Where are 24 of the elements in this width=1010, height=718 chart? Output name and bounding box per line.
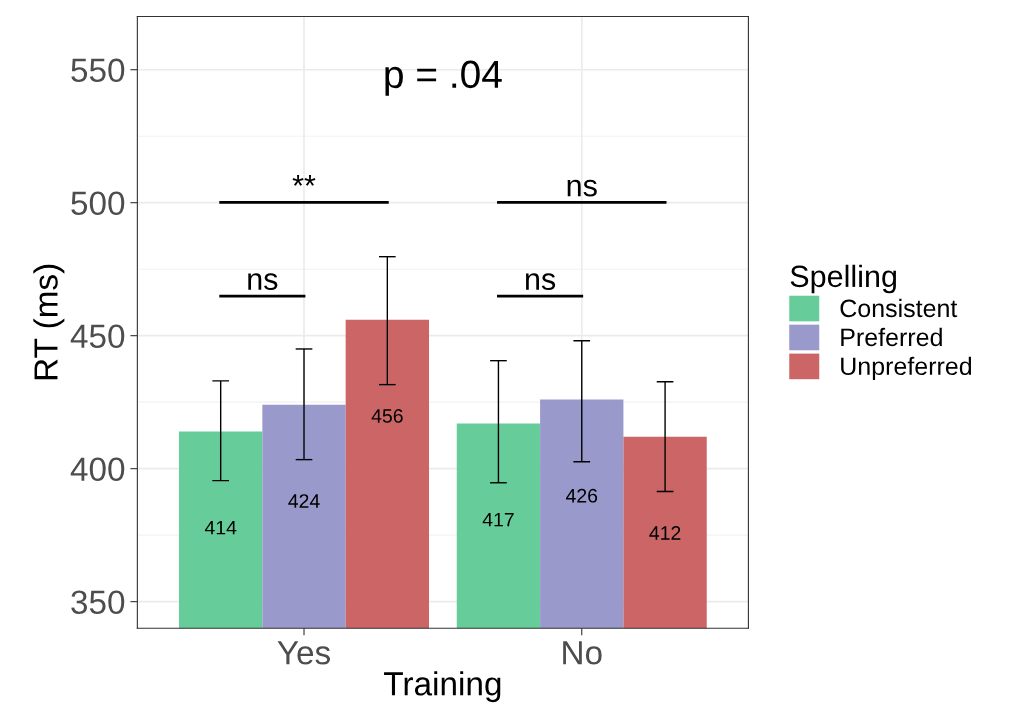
y-tick-label: 400 [70, 457, 125, 482]
y-axis-title: RT (ms) [33, 264, 65, 380]
annotation: ns [248, 273, 278, 291]
annotation: ns [567, 179, 597, 197]
legend-label: Unpreferred [841, 356, 972, 381]
data-label: 414 [204, 520, 237, 535]
annotation: ** [292, 175, 316, 186]
data-label: 426 [565, 488, 598, 503]
x-tick-label: No [563, 641, 602, 665]
y-tick-label: 450 [70, 324, 125, 349]
y-tick-label: 550 [71, 58, 125, 83]
legend-label: Preferred [841, 327, 942, 347]
data-label: 456 [371, 409, 403, 423]
y-tick-label: 350 [71, 590, 125, 615]
legend-label: Consistent [840, 298, 958, 318]
legend-title: Spelling [790, 264, 896, 294]
annotation: ns [525, 273, 556, 291]
y-tick-label: 500 [71, 191, 125, 216]
data-label: 412 [649, 526, 681, 540]
x-tick-label: Yes [277, 641, 331, 665]
data-label: 417 [482, 512, 514, 527]
data-label: 424 [288, 494, 320, 508]
x-axis-title: Training [384, 671, 501, 703]
annotation: p = .04 [385, 60, 502, 96]
